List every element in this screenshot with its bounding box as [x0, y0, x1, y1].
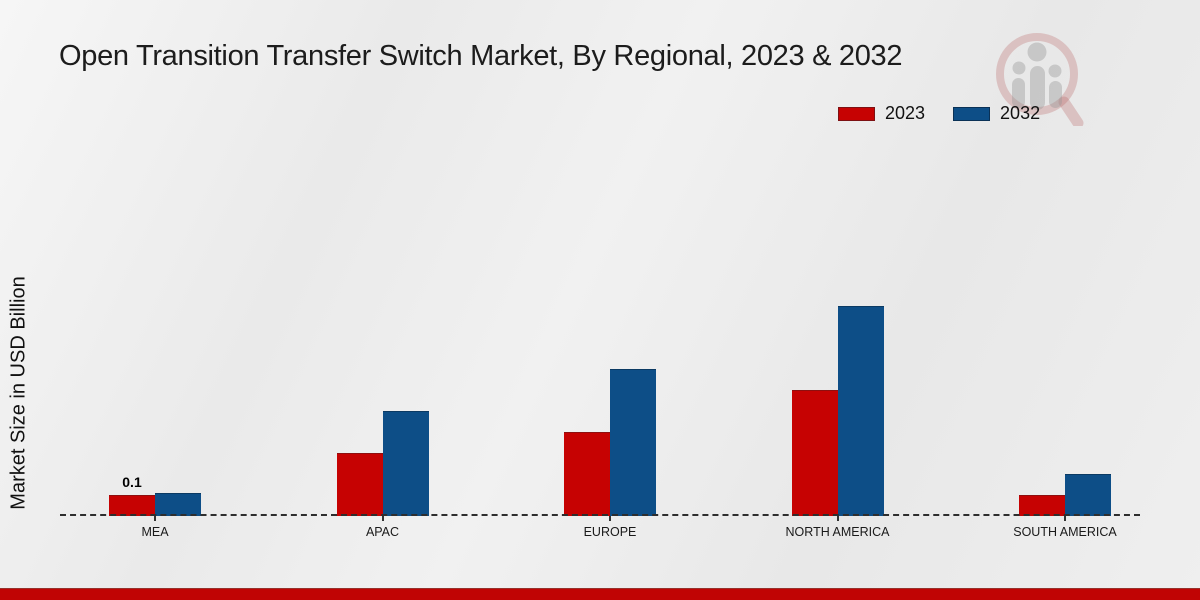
legend-item-2032: 2032 [953, 103, 1040, 124]
legend-swatch-2032 [953, 106, 991, 121]
category-label-apac: APAC [365, 525, 400, 539]
bar-2023-apac [336, 453, 383, 516]
legend: 2023 2032 [838, 103, 1040, 124]
bar-2023-mea [109, 495, 155, 516]
legend-label: 2023 [885, 103, 926, 123]
bar-2032-europe [610, 369, 656, 516]
legend-swatch-2023 [838, 106, 875, 121]
x-axis-tick [1064, 516, 1066, 521]
chart-title: Open Transition Transfer Switch Market, … [59, 40, 903, 72]
bar-2023-north-america [791, 390, 838, 516]
footer-accent-bar [0, 588, 1200, 600]
bar-value-label: 0.1 [122, 474, 142, 490]
category-label-europe: EUROPE [583, 525, 637, 539]
x-axis-tick [381, 516, 384, 521]
x-axis-tick [609, 516, 611, 521]
y-axis-label: Market Size in USD Billion [7, 276, 30, 510]
category-label-mea: MEA [141, 525, 169, 539]
x-axis-tick [836, 516, 839, 521]
bar-2032-south-america [1065, 474, 1111, 516]
watermark-magnifier-logo [996, 33, 1084, 126]
bar-2032-north-america [837, 306, 884, 516]
bar-2023-south-america [1019, 495, 1065, 516]
bar-2032-mea [155, 493, 201, 516]
legend-item-2023: 2023 [838, 103, 925, 124]
x-axis-tick [154, 516, 156, 521]
x-axis-baseline [60, 514, 1140, 516]
bar-2023-europe [564, 432, 610, 516]
category-label-south-america: SOUTH AMERICA [1013, 525, 1117, 539]
legend-label: 2032 [1000, 103, 1041, 123]
bar-2032-apac [382, 411, 429, 516]
category-label-north-america: NORTH AMERICA [785, 525, 890, 539]
